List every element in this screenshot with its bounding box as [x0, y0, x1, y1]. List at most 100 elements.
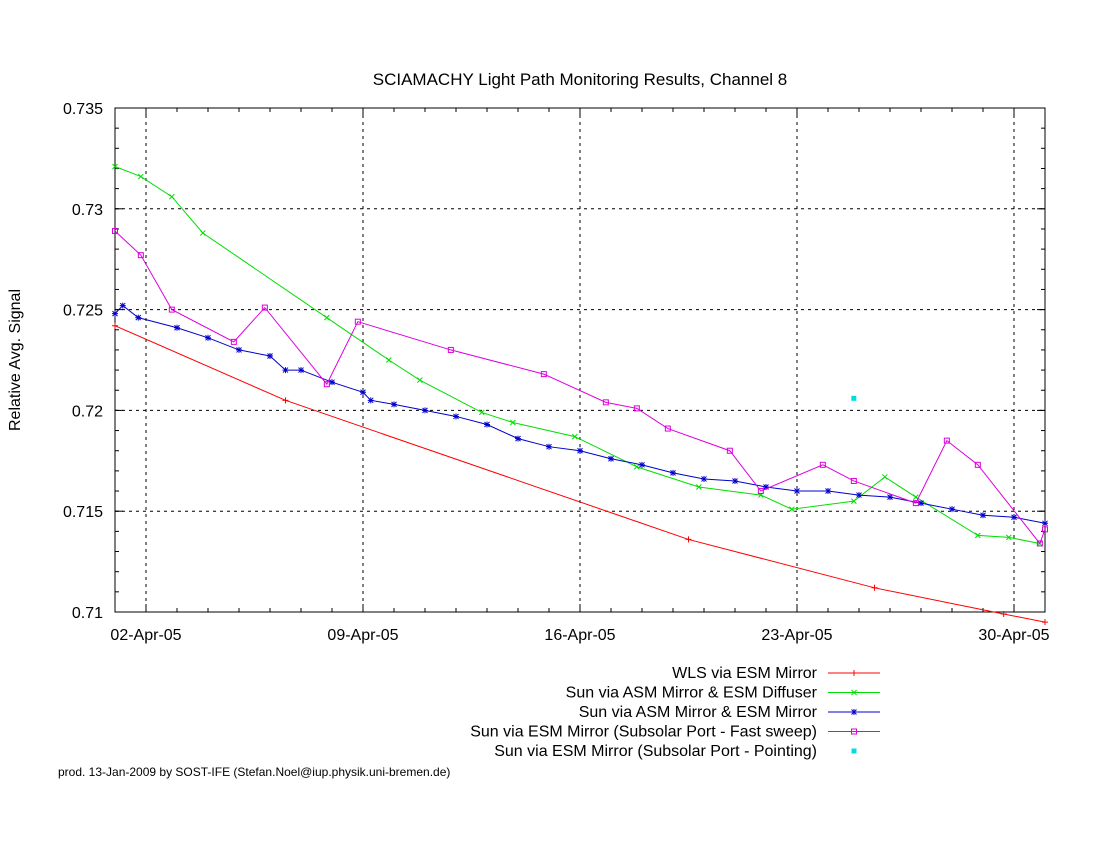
- data-point: [112, 322, 118, 329]
- y-axis-label: Relative Avg. Signal: [7, 289, 24, 431]
- data-point: [881, 474, 888, 480]
- data-point: [819, 461, 826, 468]
- data-point: [980, 512, 986, 519]
- data-point: [298, 367, 304, 374]
- data-point: [788, 506, 795, 513]
- legend: WLS via ESM Mirror Sun via ASM Mirror & E…: [470, 665, 880, 760]
- legend-label: Sun via ESM Mirror (Subsolar Port - Poin…: [494, 743, 817, 760]
- y-tick-label: 0.725: [63, 303, 103, 320]
- data-point: [509, 419, 516, 426]
- data-point: [367, 397, 374, 404]
- data-point: [205, 334, 211, 341]
- data-point: [137, 252, 144, 259]
- series-line: [114, 165, 1040, 544]
- data-point: [763, 484, 769, 491]
- data-point: [1005, 534, 1012, 541]
- series-4: [851, 395, 857, 401]
- data-point: [726, 447, 733, 454]
- data-point: [168, 193, 175, 200]
- data-point: [949, 506, 955, 513]
- legend-marker: [851, 748, 857, 754]
- data-point: [282, 397, 289, 404]
- data-point: [230, 338, 237, 345]
- data-point: [416, 377, 423, 384]
- data-point: [447, 346, 454, 353]
- data-point: [323, 314, 330, 321]
- data-point: [391, 401, 397, 408]
- data-point: [794, 488, 800, 495]
- series-layer: [112, 163, 1048, 626]
- data-point: [871, 584, 878, 591]
- y-tick-label: 0.72: [72, 403, 103, 420]
- data-point: [887, 494, 893, 501]
- y-tick-label: 0.71: [72, 605, 103, 622]
- series-1: [112, 163, 1043, 547]
- data-point: [851, 395, 857, 401]
- data-point: [850, 477, 857, 484]
- data-point: [174, 324, 180, 331]
- data-point: [918, 500, 924, 507]
- data-point: [360, 389, 366, 396]
- data-point: [323, 381, 330, 388]
- legend-label: Sun via ASM Mirror & ESM Mirror: [579, 704, 818, 721]
- data-point: [1036, 540, 1043, 547]
- data-point: [478, 409, 485, 416]
- legend-marker: [851, 709, 857, 715]
- series-2: [112, 302, 1048, 527]
- data-point: [701, 475, 707, 482]
- data-point: [1042, 619, 1048, 626]
- data-point: [267, 352, 273, 359]
- plot-frame: [114, 107, 1046, 613]
- footer-credit: prod. 13-Jan-2009 by SOST-IFE (Stefan.No…: [58, 765, 450, 779]
- y-tick-label: 0.73: [72, 202, 103, 219]
- data-point: [282, 367, 289, 374]
- data-point: [912, 500, 919, 507]
- legend-label: Sun via ASM Mirror & ESM Diffuser: [566, 685, 818, 702]
- data-point: [602, 399, 609, 406]
- data-point: [199, 230, 206, 236]
- y-tick-label: 0.715: [63, 504, 103, 521]
- data-point: [484, 421, 490, 428]
- data-point: [236, 346, 242, 353]
- data-point: [974, 532, 981, 539]
- data-point: [515, 435, 521, 442]
- data-point: [633, 463, 640, 470]
- data-point: [385, 357, 392, 363]
- data-point: [685, 536, 692, 543]
- data-point: [639, 461, 645, 468]
- series-0: [112, 322, 1048, 626]
- series-line: [114, 304, 1046, 524]
- data-point: [168, 306, 175, 313]
- chart-title: SCIAMACHY Light Path Monitoring Results,…: [373, 70, 788, 89]
- x-tick-label: 16-Apr-05: [544, 627, 615, 644]
- series-line: [114, 230, 1046, 545]
- data-point: [261, 304, 268, 311]
- y-tick-label: 0.735: [63, 101, 103, 118]
- x-tick-label: 02-Apr-05: [110, 627, 181, 644]
- data-point: [825, 488, 831, 495]
- data-point: [664, 425, 671, 432]
- data-point: [119, 302, 126, 309]
- data-point: [670, 469, 676, 476]
- axes: 0.71 0.715 0.72 0.725 0.73 0.735 02-Apr-05 09-A…: [63, 101, 1050, 644]
- data-point: [943, 437, 950, 444]
- data-point: [354, 318, 361, 325]
- x-tick-label: 09-Apr-05: [327, 627, 398, 644]
- data-point: [577, 447, 583, 454]
- data-point: [757, 488, 764, 495]
- data-point: [112, 227, 118, 234]
- data-point: [112, 163, 118, 170]
- data-point: [732, 477, 738, 484]
- data-point: [135, 314, 142, 321]
- data-point: [112, 310, 118, 317]
- legend-marker: [851, 689, 857, 696]
- grid: [115, 108, 1045, 612]
- data-point: [1011, 514, 1017, 521]
- data-point: [850, 498, 857, 504]
- data-point: [974, 461, 981, 468]
- data-point: [329, 379, 335, 386]
- data-point: [422, 407, 428, 414]
- legend-label: WLS via ESM Mirror: [672, 665, 818, 682]
- series-line: [114, 325, 1046, 623]
